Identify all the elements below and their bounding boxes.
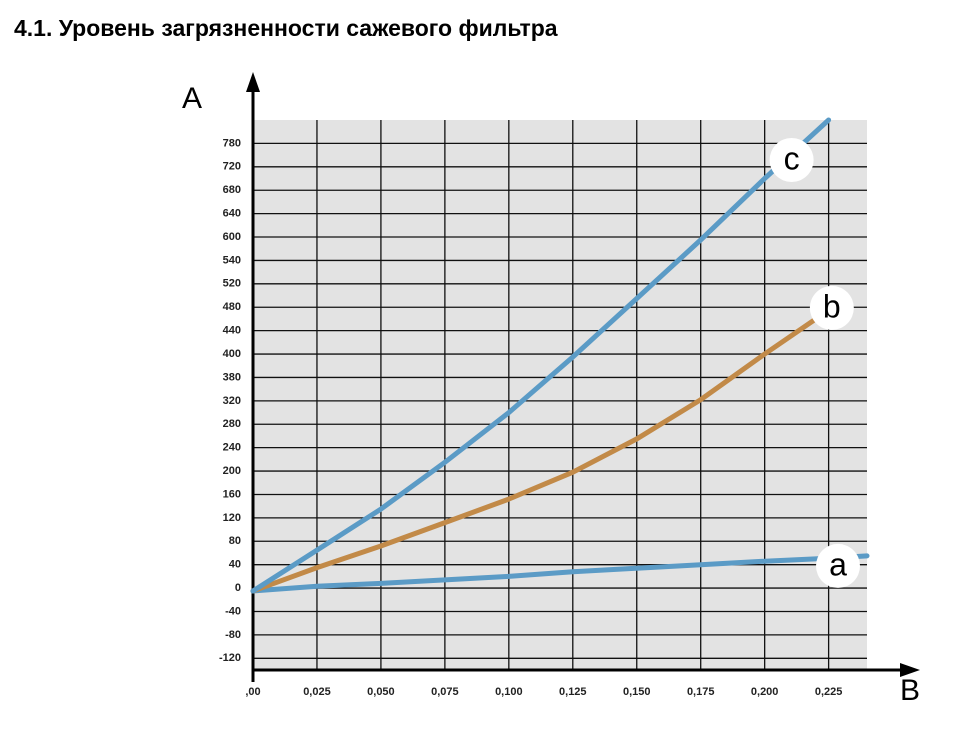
y-tick-label: 400	[223, 348, 241, 360]
x-tick-label: 0,225	[815, 686, 843, 698]
y-tick-label: 240	[223, 442, 241, 454]
series-label-badge	[809, 285, 854, 330]
series-label: a	[829, 546, 847, 582]
x-tick-label: 0,100	[495, 686, 523, 698]
x-tick-label: ,00	[245, 686, 260, 698]
y-tick-label: -120	[219, 652, 241, 664]
y-tick-label: 600	[223, 231, 241, 243]
y-tick-label: 380	[223, 371, 241, 383]
y-tick-label: 320	[223, 395, 241, 407]
y-tick-label: 200	[223, 465, 241, 477]
y-tick-label: 280	[223, 418, 241, 430]
y-axis-arrow	[246, 72, 260, 92]
x-tick-label: 0,025	[303, 686, 331, 698]
y-tick-label: 480	[223, 301, 241, 313]
series-label-badge	[769, 138, 814, 182]
series-label: b	[823, 288, 841, 324]
x-axis-arrow	[900, 663, 920, 677]
chart-title: 4.1. Уровень загрязненности сажевого фил…	[14, 15, 558, 41]
x-tick-label: 0,150	[623, 686, 651, 698]
y-tick-label: 440	[223, 325, 241, 337]
y-tick-label: -80	[225, 629, 241, 641]
series-line	[250, 117, 832, 594]
y-tick-label: 720	[223, 161, 241, 173]
series-line	[250, 553, 870, 594]
y-tick-label: 40	[229, 559, 241, 571]
y-tick-label: 160	[223, 488, 241, 500]
series-line	[250, 316, 819, 594]
y-tick-label: 680	[223, 184, 241, 196]
y-axis-label: A	[182, 82, 202, 115]
x-tick-label: 0,200	[751, 686, 779, 698]
y-tick-label: 80	[229, 535, 241, 547]
x-tick-label: 0,050	[367, 686, 395, 698]
series-label: c	[784, 140, 800, 176]
x-tick-label: 0,125	[559, 686, 587, 698]
x-tick-label: 0,175	[687, 686, 715, 698]
x-axis-label: B	[900, 674, 920, 707]
y-tick-label: 780	[223, 137, 241, 149]
y-tick-label: 640	[223, 208, 241, 220]
series-label-badge	[816, 543, 860, 588]
y-tick-label: 0	[235, 582, 241, 594]
y-tick-label: 120	[223, 512, 241, 524]
y-tick-label: 540	[223, 254, 241, 266]
x-tick-label: 0,075	[431, 686, 459, 698]
y-tick-label: 520	[223, 278, 241, 290]
y-tick-label: -40	[225, 605, 241, 617]
